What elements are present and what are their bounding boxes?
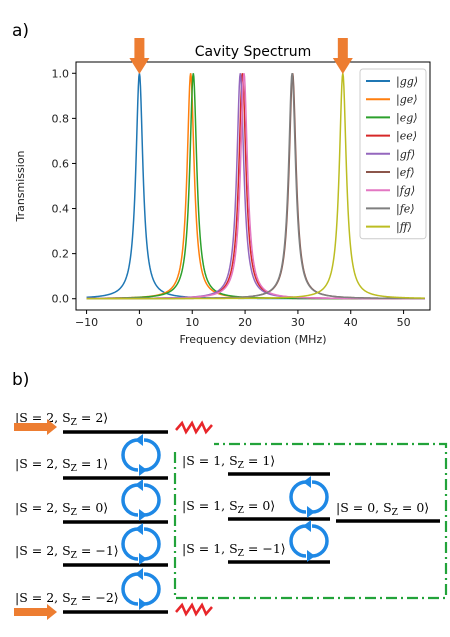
x-tick-label: 10 <box>185 316 199 329</box>
state-label: |S = 2, SZ = −2⟩ <box>15 590 119 608</box>
cycle-arrow <box>289 524 307 558</box>
x-tick-label: 50 <box>397 316 411 329</box>
cycle-arrowhead <box>139 464 147 476</box>
y-axis-label: Transmission <box>14 150 27 222</box>
chart-title: Cavity Spectrum <box>195 44 312 60</box>
x-tick-label: −10 <box>75 316 98 329</box>
cycle-arrow <box>311 524 329 558</box>
cycle-arrowhead <box>139 553 147 565</box>
legend-label: |ge⟩ <box>396 93 418 107</box>
decay-zigzag <box>175 602 213 617</box>
cycle-arrow <box>143 483 161 517</box>
x-tick-label: 20 <box>238 316 252 329</box>
legend-label: |ef⟩ <box>396 166 415 180</box>
y-tick-label: 0.4 <box>52 203 70 216</box>
cycle-arrowhead <box>135 479 143 491</box>
cycle-arrowhead <box>135 523 143 535</box>
panel-b-label: b) <box>12 370 29 390</box>
cycle-arrowhead <box>139 598 147 610</box>
state-label: |S = 1, SZ = 1⟩ <box>182 453 275 471</box>
cycle-arrow <box>121 438 139 472</box>
state-label: |S = 0, SZ = 0⟩ <box>336 500 429 518</box>
x-tick-label: 40 <box>344 316 358 329</box>
marker-arrow <box>332 38 353 74</box>
cycle-arrow <box>143 572 161 606</box>
cycle-arrowhead <box>135 434 143 446</box>
state-label: |S = 2, SZ = 1⟩ <box>15 456 108 474</box>
spin-level-diagram: |S = 2, SZ = 2⟩ |S = 2, SZ = 1⟩ |S = 2, SZ… <box>14 410 448 620</box>
state-label: |S = 2, SZ = 0⟩ <box>15 500 108 518</box>
plot-frame <box>75 61 431 311</box>
state-label: |S = 1, SZ = 0⟩ <box>182 498 275 516</box>
marker-arrow <box>129 38 150 74</box>
panel-a-label: a) <box>12 21 29 41</box>
cycle-arrow <box>143 527 161 561</box>
cycle-arrowhead <box>307 550 315 562</box>
x-tick-label: 0 <box>136 316 143 329</box>
cycle-arrow <box>121 572 139 606</box>
cycle-arrow <box>143 438 161 472</box>
cycle-arrow <box>289 480 307 514</box>
y-tick-label: 0.8 <box>52 112 70 125</box>
y-tick-label: 0.2 <box>52 248 70 261</box>
legend-label: |gf⟩ <box>396 148 415 162</box>
cycle-arrowhead <box>135 568 143 580</box>
series-line-8 <box>86 73 425 300</box>
y-tick-label: 0.0 <box>52 293 70 306</box>
legend-label: |gg⟩ <box>396 75 418 89</box>
legend-label: |ff⟩ <box>396 221 412 235</box>
cycle-arrow <box>121 527 139 561</box>
cycle-arrow <box>311 480 329 514</box>
state-label: |S = 1, SZ = −1⟩ <box>182 541 286 559</box>
cycle-arrow <box>121 483 139 517</box>
legend-label: |fg⟩ <box>396 184 415 198</box>
cavity-spectrum-chart: −10 0 10 20 30 40 50 0.0 0.2 0.4 0.6 0.8 1.0 Frequenc… <box>14 38 431 346</box>
cycle-arrowhead <box>139 509 147 521</box>
decay-zigzag <box>175 420 213 435</box>
x-tick-label: 30 <box>291 316 305 329</box>
legend-label: |ee⟩ <box>396 130 417 144</box>
legend-label: |eg⟩ <box>396 111 418 125</box>
state-label: |S = 2, SZ = −1⟩ <box>15 543 119 561</box>
pump-arrow <box>14 604 57 620</box>
cycle-arrowhead <box>307 506 315 518</box>
cycle-arrowhead <box>303 476 311 488</box>
legend <box>359 68 427 240</box>
pump-arrow <box>14 419 57 435</box>
legend-label: |fe⟩ <box>396 202 415 216</box>
x-axis-label: Frequency deviation (MHz) <box>179 333 326 346</box>
cycle-arrowhead <box>303 520 311 532</box>
y-tick-label: 1.0 <box>52 67 70 80</box>
state-label: |S = 2, SZ = 2⟩ <box>15 410 108 428</box>
y-tick-label: 0.6 <box>52 157 70 170</box>
